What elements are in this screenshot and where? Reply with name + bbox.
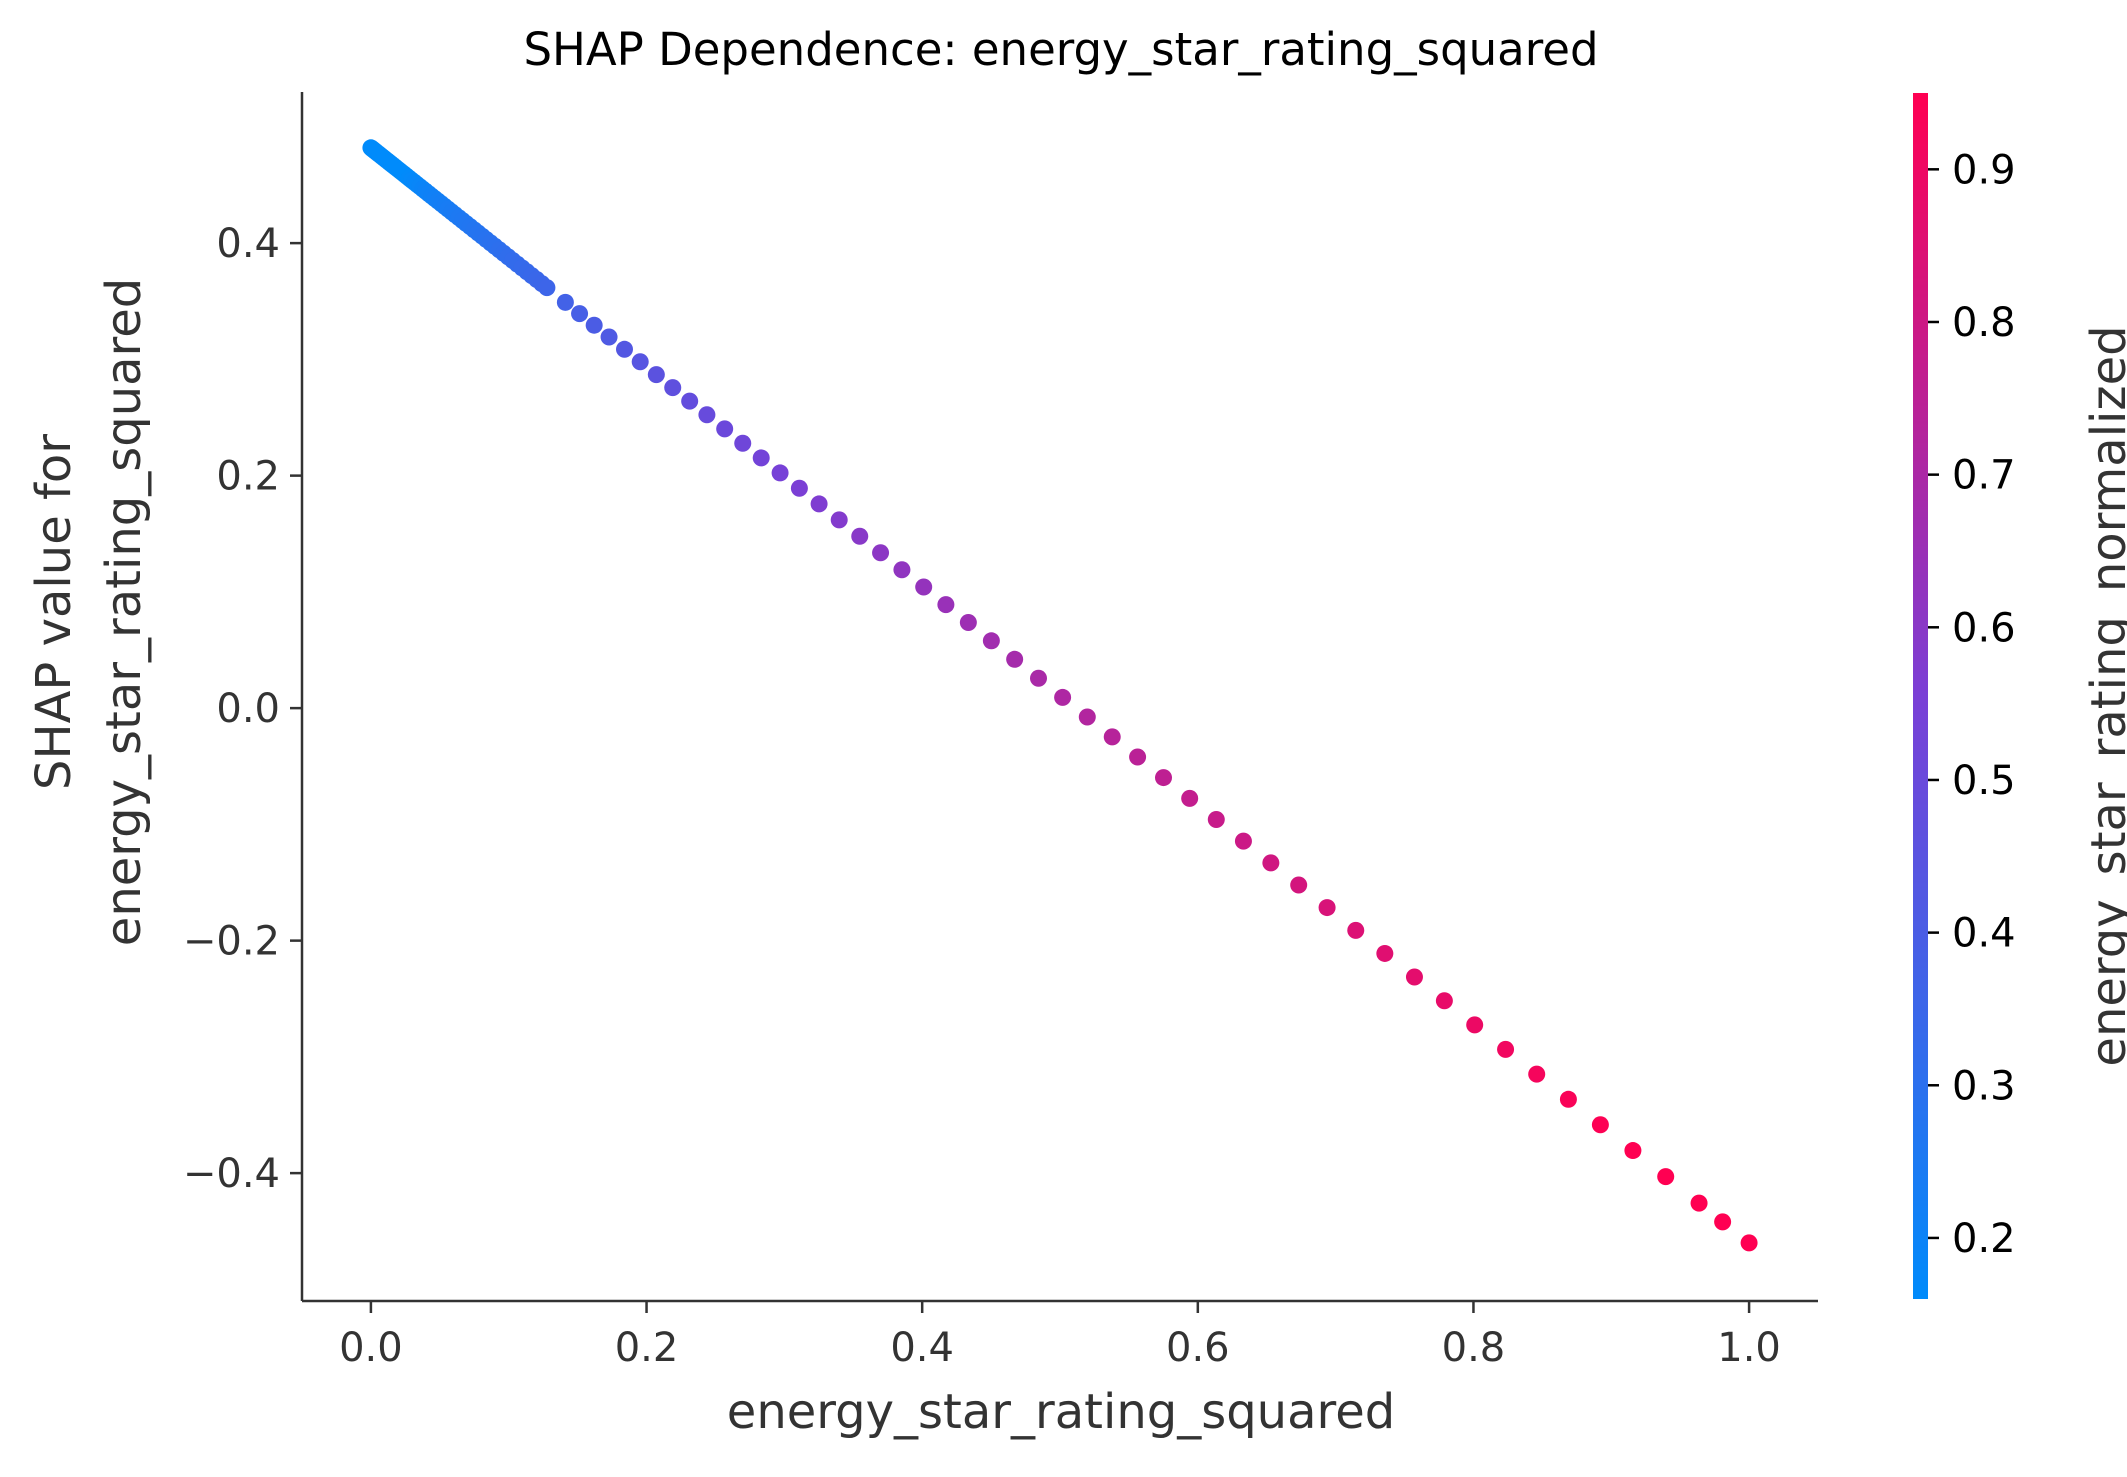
scatter-point bbox=[585, 316, 603, 334]
colorbar-tick-label: 0.6 bbox=[1952, 605, 2016, 651]
y-tick-label: −0.4 bbox=[183, 1151, 280, 1197]
scatter-point bbox=[1559, 1090, 1577, 1108]
scatter-point bbox=[1405, 968, 1423, 986]
scatter-point bbox=[893, 561, 911, 579]
colorbar-tick-label: 0.9 bbox=[1952, 147, 2016, 193]
scatter-point bbox=[982, 632, 1000, 650]
scatter-point bbox=[1155, 769, 1173, 787]
scatter-point bbox=[1103, 728, 1121, 746]
scatter-point bbox=[830, 511, 848, 529]
scatter-point bbox=[1528, 1065, 1546, 1083]
y-axis-title-line2: energy_star_rating_squared bbox=[96, 278, 152, 946]
x-axis-ticks: 0.0 0.2 0.4 0.6 0.8 1.0 bbox=[339, 1301, 1781, 1371]
colorbar-tick-label: 0.3 bbox=[1952, 1063, 2016, 1109]
colorbar-tick-label: 0.5 bbox=[1952, 758, 2016, 804]
scatter-point bbox=[1262, 854, 1280, 872]
scatter-point bbox=[1624, 1142, 1642, 1160]
scatter-point bbox=[915, 578, 933, 596]
scatter-point bbox=[1318, 899, 1336, 917]
scatter-point bbox=[937, 596, 955, 614]
scatter-point bbox=[1497, 1040, 1515, 1058]
y-axis-ticks: 0.4 0.2 0.0 −0.2 −0.4 bbox=[183, 221, 302, 1197]
scatter-point bbox=[664, 379, 682, 397]
scatter-point bbox=[1006, 650, 1024, 668]
colorbar-ticks: 0.9 0.8 0.7 0.6 0.5 0.4 0.3 0.2 bbox=[1928, 147, 2016, 1262]
scatter-point bbox=[851, 527, 869, 545]
colorbar-gradient bbox=[1913, 93, 1928, 1299]
scatter-point bbox=[1347, 921, 1365, 939]
colorbar-tick-label: 0.4 bbox=[1952, 911, 2016, 957]
scatter-point bbox=[1290, 876, 1308, 894]
scatter-point bbox=[1714, 1213, 1732, 1231]
scatter-point bbox=[1129, 748, 1147, 766]
scatter-point bbox=[1591, 1116, 1609, 1134]
x-tick-label: 0.4 bbox=[890, 1325, 954, 1371]
plot-area: 0.0 0.2 0.4 0.6 0.8 1.0 0.4 0.2 0.0 −0.2 −0.4 bbox=[183, 92, 1818, 1371]
scatter-point bbox=[872, 544, 890, 562]
scatter-point bbox=[752, 449, 770, 467]
scatter-point bbox=[538, 279, 556, 297]
y-tick-label: 0.4 bbox=[216, 221, 280, 267]
x-tick-label: 0.2 bbox=[615, 1325, 679, 1371]
scatter-point bbox=[1234, 832, 1252, 850]
scatter-point bbox=[1054, 688, 1072, 706]
y-tick-label: 0.0 bbox=[216, 686, 280, 732]
scatter-point bbox=[771, 464, 789, 482]
colorbar-title: energy_star_rating_normalized bbox=[2081, 325, 2127, 1066]
scatter-point bbox=[1657, 1168, 1675, 1186]
scatter-point bbox=[1435, 992, 1453, 1010]
scatter-point bbox=[716, 420, 734, 438]
scatter-point bbox=[1466, 1016, 1484, 1034]
colorbar-tick-label: 0.8 bbox=[1952, 300, 2016, 346]
scatter-point bbox=[631, 353, 649, 371]
scatter-point bbox=[600, 328, 618, 346]
scatter-point bbox=[1207, 811, 1225, 829]
x-tick-label: 0.8 bbox=[1442, 1325, 1506, 1371]
scatter-point bbox=[556, 293, 574, 311]
scatter-point bbox=[734, 434, 752, 452]
x-tick-label: 0.0 bbox=[339, 1325, 403, 1371]
scatter-point bbox=[698, 406, 716, 424]
scatter-point bbox=[615, 340, 633, 358]
y-tick-label: 0.2 bbox=[216, 454, 280, 500]
scatter-point bbox=[1740, 1234, 1758, 1252]
x-axis-title: energy_star_rating_squared bbox=[727, 1384, 1395, 1440]
scatter-point bbox=[1690, 1194, 1708, 1212]
colorbar-tick-label: 0.2 bbox=[1952, 1216, 2016, 1262]
colorbar-tick-label: 0.7 bbox=[1952, 453, 2016, 499]
colorbar: 0.9 0.8 0.7 0.6 0.5 0.4 0.3 0.2 energy_star_rat… bbox=[1913, 93, 2127, 1299]
scatter-point bbox=[1030, 669, 1048, 687]
scatter-point bbox=[647, 366, 665, 384]
scatter-point bbox=[1181, 789, 1199, 807]
scatter-point bbox=[681, 392, 699, 410]
scatter-point bbox=[1078, 708, 1096, 726]
scatter-point bbox=[959, 614, 977, 632]
y-axis-title: SHAP value for energy_star_rating_square… bbox=[26, 278, 152, 946]
chart-title: SHAP Dependence: energy_star_rating_squa… bbox=[523, 23, 1598, 76]
scatter-point bbox=[571, 305, 589, 323]
scatter-point bbox=[790, 479, 808, 497]
x-tick-label: 0.6 bbox=[1166, 1325, 1230, 1371]
scatter-points bbox=[362, 139, 1758, 1252]
scatter-point bbox=[1376, 944, 1394, 962]
y-axis-title-line1: SHAP value for bbox=[26, 434, 82, 790]
scatter-point bbox=[810, 495, 828, 513]
y-tick-label: −0.2 bbox=[183, 919, 280, 965]
x-tick-label: 1.0 bbox=[1717, 1325, 1781, 1371]
